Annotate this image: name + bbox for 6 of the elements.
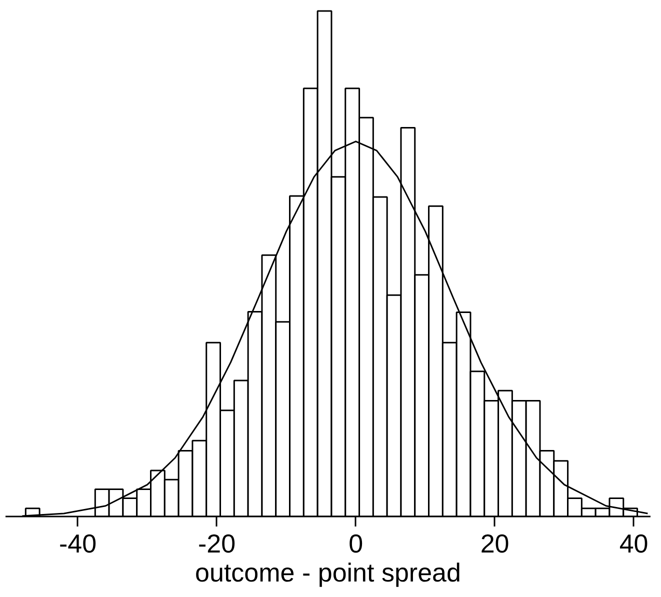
x-tick-label: -20: [198, 528, 236, 558]
x-tick-label: 20: [480, 528, 510, 558]
x-axis-title: outcome - point spread: [195, 558, 461, 588]
x-tick-label: 40: [619, 528, 648, 558]
x-tick-label: 0: [348, 528, 364, 558]
x-tick-label: -40: [58, 528, 97, 558]
